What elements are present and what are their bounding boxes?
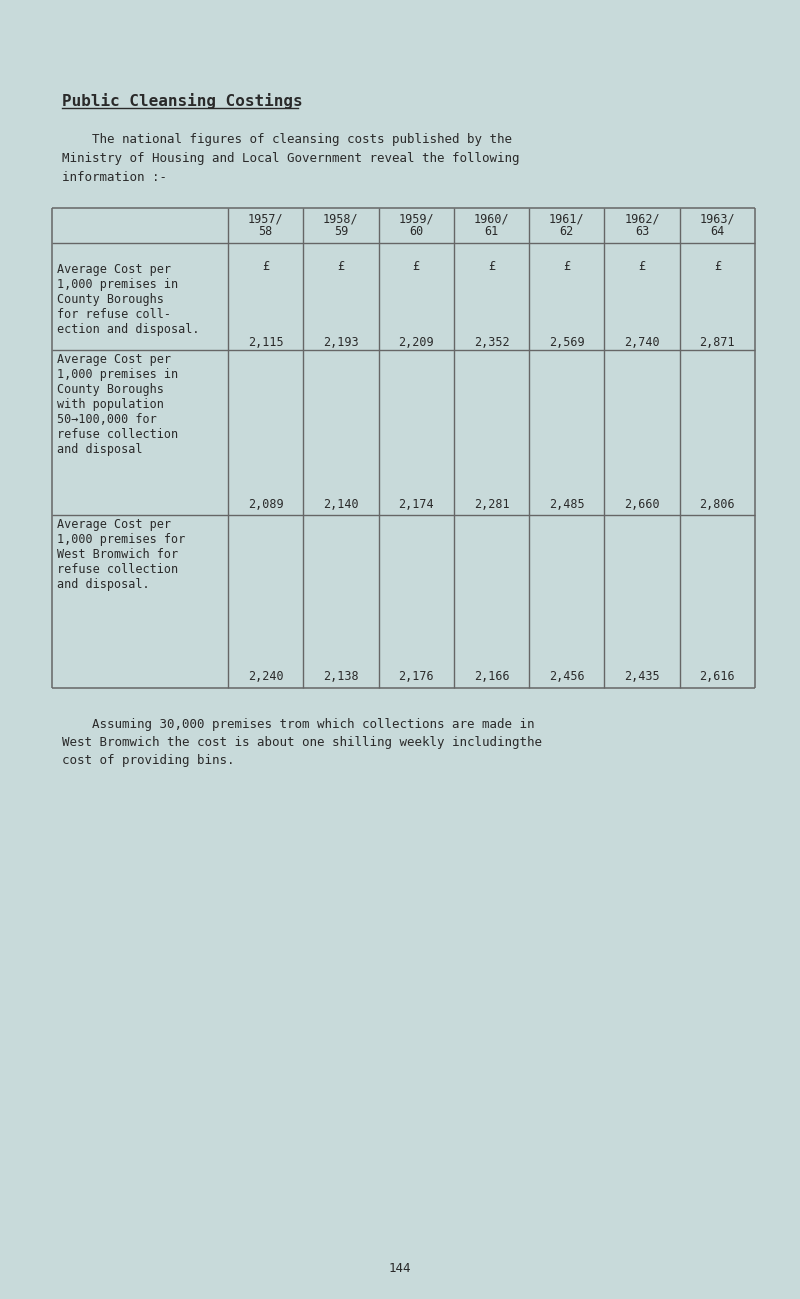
- Text: 1,000 premises in: 1,000 premises in: [57, 368, 178, 381]
- Text: 50→100,000 for: 50→100,000 for: [57, 413, 157, 426]
- Text: 2,174: 2,174: [398, 498, 434, 511]
- Text: 58: 58: [258, 225, 273, 238]
- Text: Assuming 30,000 premises trom which collections are made in: Assuming 30,000 premises trom which coll…: [62, 718, 534, 731]
- Text: County Boroughs: County Boroughs: [57, 383, 164, 396]
- Text: Average Cost per: Average Cost per: [57, 518, 171, 531]
- Text: The national figures of cleansing costs published by the: The national figures of cleansing costs …: [62, 132, 512, 145]
- Text: 2,140: 2,140: [323, 498, 358, 511]
- Text: West Bromwich for: West Bromwich for: [57, 548, 178, 561]
- Text: West Bromwich the cost is about one shilling weekly includingthe: West Bromwich the cost is about one shil…: [62, 737, 542, 750]
- Text: Average Cost per: Average Cost per: [57, 262, 171, 275]
- Text: 60: 60: [409, 225, 423, 238]
- Text: with population: with population: [57, 397, 164, 410]
- Text: County Boroughs: County Boroughs: [57, 294, 164, 307]
- Text: for refuse coll-: for refuse coll-: [57, 308, 171, 321]
- Text: £: £: [338, 260, 345, 273]
- Text: £: £: [563, 260, 570, 273]
- Text: 2,209: 2,209: [398, 336, 434, 349]
- Text: 2,806: 2,806: [699, 498, 735, 511]
- Text: 2,660: 2,660: [624, 498, 660, 511]
- Text: 1959/: 1959/: [398, 212, 434, 225]
- Text: Average Cost per: Average Cost per: [57, 353, 171, 366]
- Text: 2,435: 2,435: [624, 670, 660, 683]
- Text: 2,485: 2,485: [549, 498, 585, 511]
- Text: 2,166: 2,166: [474, 670, 510, 683]
- Text: 2,193: 2,193: [323, 336, 358, 349]
- Text: and disposal.: and disposal.: [57, 578, 150, 591]
- Text: and disposal: and disposal: [57, 443, 142, 456]
- Text: ection and disposal.: ection and disposal.: [57, 323, 199, 336]
- Text: Ministry of Housing and Local Government reveal the following: Ministry of Housing and Local Government…: [62, 152, 519, 165]
- Text: 1963/: 1963/: [699, 212, 735, 225]
- Text: 1958/: 1958/: [323, 212, 358, 225]
- Text: £: £: [488, 260, 495, 273]
- Text: 2,138: 2,138: [323, 670, 358, 683]
- Text: 63: 63: [635, 225, 649, 238]
- Text: £: £: [262, 260, 270, 273]
- Text: 2,176: 2,176: [398, 670, 434, 683]
- Text: refuse collection: refuse collection: [57, 562, 178, 575]
- Text: information :-: information :-: [62, 171, 167, 184]
- Text: 144: 144: [389, 1263, 411, 1276]
- Text: £: £: [638, 260, 646, 273]
- Text: 1962/: 1962/: [624, 212, 660, 225]
- Text: cost of providing bins.: cost of providing bins.: [62, 753, 234, 766]
- Text: 2,616: 2,616: [699, 670, 735, 683]
- Text: 1,000 premises for: 1,000 premises for: [57, 533, 186, 546]
- Text: 2,115: 2,115: [248, 336, 283, 349]
- Text: 2,089: 2,089: [248, 498, 283, 511]
- Text: refuse collection: refuse collection: [57, 427, 178, 440]
- Text: 2,281: 2,281: [474, 498, 510, 511]
- Text: 1961/: 1961/: [549, 212, 585, 225]
- Text: 2,740: 2,740: [624, 336, 660, 349]
- Text: 1957/: 1957/: [248, 212, 283, 225]
- Text: 59: 59: [334, 225, 348, 238]
- Text: 1960/: 1960/: [474, 212, 510, 225]
- Text: 2,352: 2,352: [474, 336, 510, 349]
- Text: 2,569: 2,569: [549, 336, 585, 349]
- Text: £: £: [413, 260, 420, 273]
- Text: Public Cleansing Costings: Public Cleansing Costings: [62, 94, 302, 109]
- Text: 2,456: 2,456: [549, 670, 585, 683]
- Text: 1,000 premises in: 1,000 premises in: [57, 278, 178, 291]
- Text: £: £: [714, 260, 721, 273]
- Text: 2,871: 2,871: [699, 336, 735, 349]
- Text: 62: 62: [560, 225, 574, 238]
- Text: 61: 61: [484, 225, 498, 238]
- Text: 64: 64: [710, 225, 725, 238]
- Text: 2,240: 2,240: [248, 670, 283, 683]
